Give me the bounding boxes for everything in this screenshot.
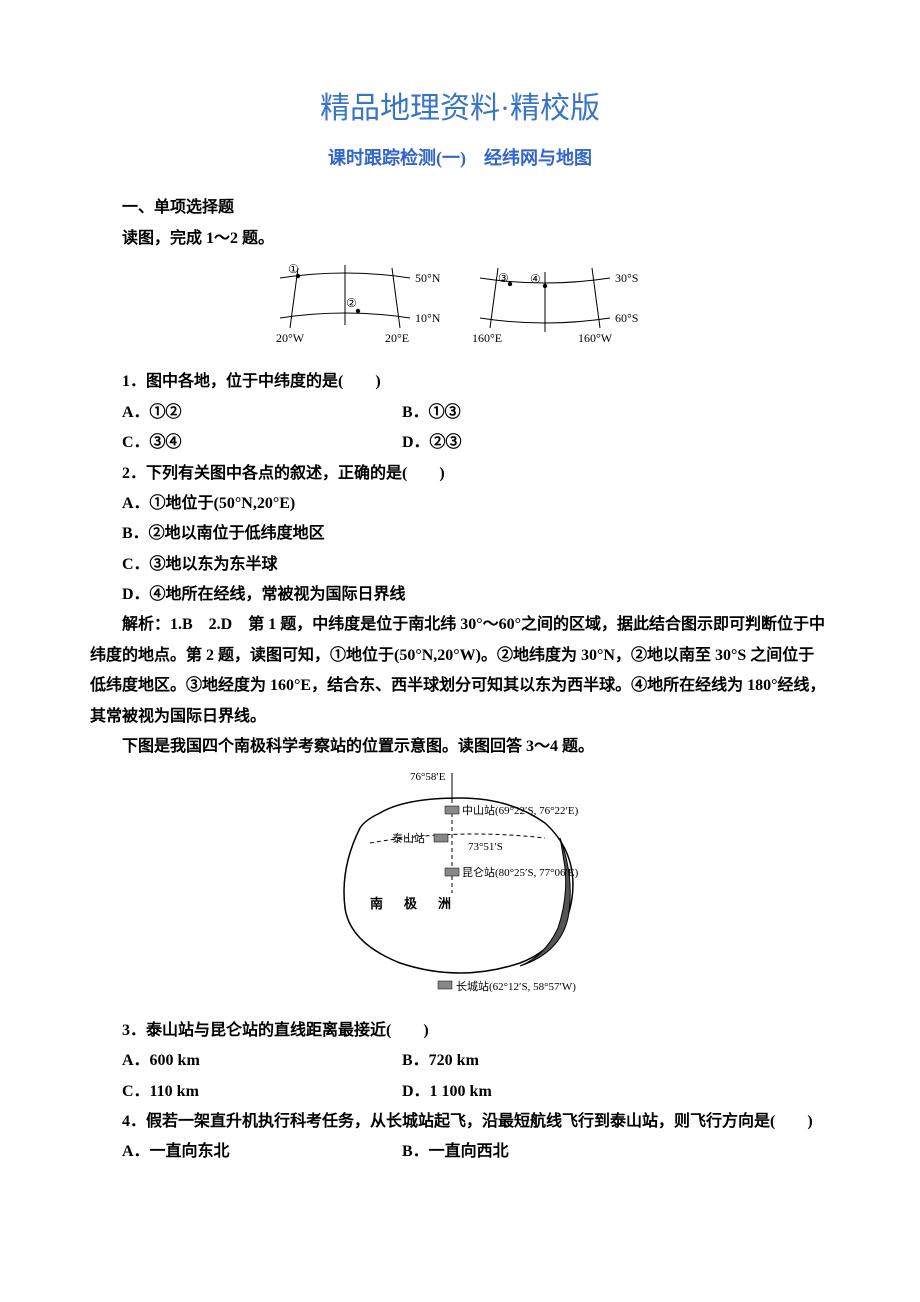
q1-opt-a: A．①② [122, 398, 402, 428]
q2-opt-d: D．④地所在经线，常被视为国际日界线 [90, 580, 830, 610]
fig1-lat-bot-r: 60°S [615, 311, 638, 325]
q3-opt-d: D．1 100 km [402, 1077, 492, 1107]
intro-1: 读图，完成 1～2 题。 [90, 224, 830, 254]
figure-2: 76°58′E 中山站(69°22′S, 76°22′E) 泰山站 73°51′… [90, 768, 830, 1009]
q2-opt-c: C．③地以东为东半球 [90, 550, 830, 580]
fig1-lat-top-r: 30°S [615, 271, 638, 285]
fig1-mark2: ② [346, 296, 357, 310]
q4-opt-b: B．一直向西北 [402, 1137, 509, 1167]
fig2-kunlun: 昆仑站(80°25′S, 77°06′E) [462, 865, 579, 879]
fig2-taishan-lat: 73°51′S [468, 841, 503, 853]
q3-opt-c: C．110 km [122, 1077, 402, 1107]
q1-opt-c: C．③④ [122, 428, 402, 458]
analysis-1: 解析：1.B 2.D 第 1 题，中纬度是位于南北纬 30°～60°之间的区域，… [90, 610, 830, 732]
main-title: 精品地理资料·精校版 [90, 80, 830, 137]
q1-stem: 1．图中各地，位于中纬度的是( ) [90, 367, 830, 397]
fig1-lon-left-r: 160°E [472, 331, 502, 345]
sub-title: 课时跟踪检测(一) 经纬网与地图 [90, 141, 830, 175]
fig2-lon: 76°58′E [410, 771, 446, 783]
fig2-changcheng: 长城站(62°12′S, 58°57′W) [456, 979, 576, 993]
fig2-taishan-name: 泰山站 [392, 831, 425, 845]
intro-2: 下图是我国四个南极科学考察站的位置示意图。读图回答 3～4 题。 [90, 732, 830, 762]
q2-stem: 2．下列有关图中各点的叙述，正确的是( ) [90, 459, 830, 489]
fig1-mark4: ④ [530, 272, 541, 286]
q3-stem: 3．泰山站与昆仑站的直线距离最接近( ) [90, 1016, 830, 1046]
fig1-lon-right-r: 160°W [578, 331, 613, 345]
fig2-zhongshan: 中山站(69°22′S, 76°22′E) [462, 803, 579, 817]
fig1-lon-right-l: 20°E [385, 331, 409, 345]
fig1-mark3: ③ [498, 271, 509, 285]
fig1-lat-top-l: 50°N [415, 271, 441, 285]
figure-1: ① ② 50°N 10°N 20°W 20°E ③ ④ 30°S 60°S 16… [90, 260, 830, 361]
q1-opt-b: B．①③ [402, 398, 461, 428]
fig1-lon-left-l: 20°W [276, 331, 305, 345]
q4-opt-a: A．一直向东北 [122, 1137, 402, 1167]
fig1-lat-bot-l: 10°N [415, 311, 441, 325]
q3-opt-b: B．720 km [402, 1046, 479, 1076]
q1-opt-d: D．②③ [402, 428, 462, 458]
fig2-continent: 南 极 洲 [370, 896, 455, 911]
q3-opt-a: A．600 km [122, 1046, 402, 1076]
fig1-mark1: ① [288, 262, 299, 276]
q2-opt-a: A．①地位于(50°N,20°E) [90, 489, 830, 519]
q4-stem: 4．假若一架直升机执行科考任务，从长城站起飞，沿最短航线飞行到泰山站，则飞行方向… [90, 1107, 830, 1137]
q2-opt-b: B．②地以南位于低纬度地区 [90, 519, 830, 549]
section-heading: 一、单项选择题 [90, 193, 830, 223]
